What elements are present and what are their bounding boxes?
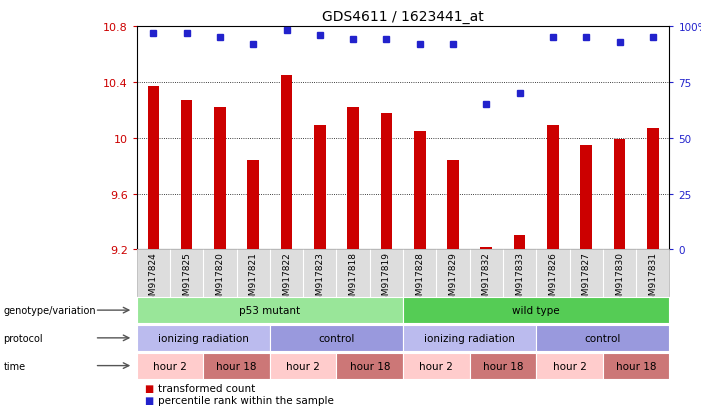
Bar <box>247 161 259 250</box>
Text: percentile rank within the sample: percentile rank within the sample <box>158 395 334 405</box>
Text: GSM917825: GSM917825 <box>182 251 191 306</box>
Bar <box>647 128 659 250</box>
Text: GSM917826: GSM917826 <box>548 251 557 306</box>
Text: GSM917830: GSM917830 <box>615 251 624 306</box>
Text: hour 18: hour 18 <box>350 361 390 371</box>
Bar <box>147 87 159 250</box>
Bar <box>414 131 426 250</box>
Bar <box>181 101 193 250</box>
Text: hour 2: hour 2 <box>552 361 587 371</box>
Text: GSM917819: GSM917819 <box>382 251 391 306</box>
Text: GSM917832: GSM917832 <box>482 251 491 306</box>
Text: GSM917821: GSM917821 <box>249 251 258 306</box>
Text: GSM917828: GSM917828 <box>415 251 424 306</box>
Text: GSM917824: GSM917824 <box>149 251 158 306</box>
Text: GSM917829: GSM917829 <box>449 251 458 306</box>
Text: hour 18: hour 18 <box>217 361 257 371</box>
Text: ■: ■ <box>144 395 153 405</box>
Text: control: control <box>585 333 621 343</box>
Text: GSM917822: GSM917822 <box>282 251 291 306</box>
Text: wild type: wild type <box>512 305 560 316</box>
Text: hour 18: hour 18 <box>483 361 523 371</box>
Text: GSM917831: GSM917831 <box>648 251 658 306</box>
Text: genotype/variation: genotype/variation <box>4 305 96 316</box>
Text: ionizing radiation: ionizing radiation <box>158 333 249 343</box>
Text: p53 mutant: p53 mutant <box>239 305 301 316</box>
Bar <box>447 161 459 250</box>
Bar <box>347 108 359 250</box>
Text: GSM917827: GSM917827 <box>582 251 591 306</box>
Bar <box>314 126 326 250</box>
Text: transformed count: transformed count <box>158 383 255 393</box>
Text: hour 2: hour 2 <box>286 361 320 371</box>
Text: GSM917823: GSM917823 <box>315 251 325 306</box>
Text: hour 18: hour 18 <box>616 361 656 371</box>
Text: GSM917833: GSM917833 <box>515 251 524 306</box>
Bar <box>280 76 292 250</box>
Bar <box>580 145 592 250</box>
Text: ■: ■ <box>144 383 153 393</box>
Bar <box>547 126 559 250</box>
Text: GSM917818: GSM917818 <box>348 251 358 306</box>
Text: protocol: protocol <box>4 333 43 343</box>
Text: GSM917820: GSM917820 <box>215 251 224 306</box>
Text: ionizing radiation: ionizing radiation <box>424 333 515 343</box>
Bar <box>381 113 393 250</box>
Bar <box>214 108 226 250</box>
Bar <box>613 140 625 250</box>
Title: GDS4611 / 1623441_at: GDS4611 / 1623441_at <box>322 10 484 24</box>
Text: time: time <box>4 361 26 371</box>
Text: hour 2: hour 2 <box>419 361 454 371</box>
Text: hour 2: hour 2 <box>153 361 187 371</box>
Bar <box>480 247 492 250</box>
Text: control: control <box>318 333 355 343</box>
Bar <box>514 236 526 250</box>
